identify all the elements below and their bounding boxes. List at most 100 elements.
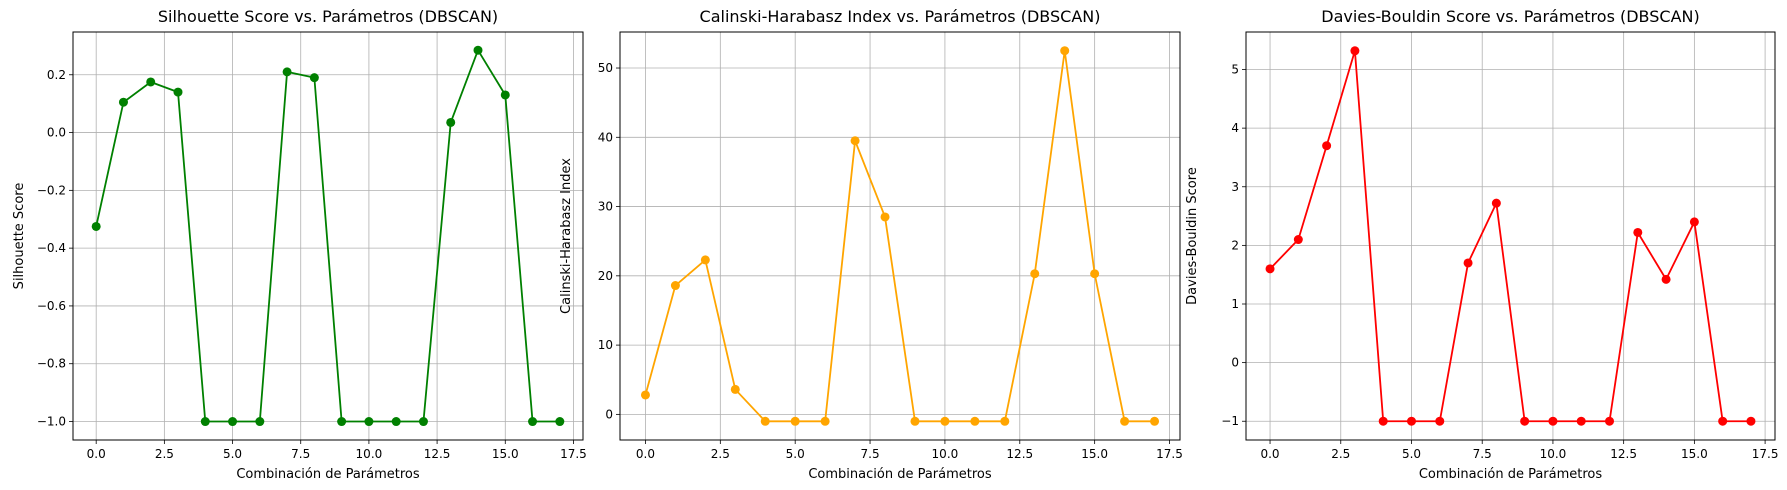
y-tick-label: 20	[598, 269, 613, 283]
y-tick-label: 3	[1231, 180, 1239, 194]
data-point	[337, 417, 347, 427]
x-tick-label: 0.0	[636, 447, 655, 461]
chart-2: 0.0 2.5 5.0 7.5 10.0 12.5 15.0 17.5 0 10 20 30 40 50 C…	[559, 7, 1183, 482]
data-point	[1718, 416, 1728, 426]
chart-title: Calinski-Harabasz Index vs. Parámetros (…	[700, 7, 1101, 26]
data-point	[1293, 235, 1303, 245]
axes-frame	[1245, 31, 1776, 441]
chart-title: Davies-Bouldin Score vs. Parámetros (DBS…	[1321, 7, 1699, 26]
y-tick-label: 50	[598, 61, 613, 75]
y-tick-label: 10	[598, 338, 613, 352]
y-tick-label: 5	[1231, 63, 1239, 77]
data-point	[364, 417, 374, 427]
y-tick-label: 4	[1231, 121, 1239, 135]
x-tick-label: 5.0	[786, 447, 805, 461]
data-point	[880, 212, 890, 222]
data-point	[670, 281, 680, 291]
axes-frame	[72, 31, 584, 441]
x-tick-label: 15.0	[1681, 447, 1708, 461]
data-point	[1435, 416, 1445, 426]
y-tick-label: −1	[1221, 414, 1239, 428]
data-point	[1520, 416, 1530, 426]
y-tick-label: 30	[598, 200, 613, 214]
y-axis-label: Calinski-Harabasz Index	[559, 158, 574, 314]
data-point	[418, 417, 428, 427]
y-tick-label: −0.8	[37, 357, 66, 371]
data-point	[820, 416, 830, 426]
data-point	[1322, 141, 1332, 151]
x-tick-label: 2.5	[155, 447, 174, 461]
axes-frame	[619, 31, 1181, 441]
data-point	[1378, 416, 1388, 426]
data-point	[528, 417, 538, 427]
data-point	[730, 384, 740, 394]
x-tick-label: 17.5	[1752, 447, 1779, 461]
data-point	[200, 417, 210, 427]
chart-title: Silhouette Score vs. Parámetros (DBSCAN)	[158, 7, 498, 26]
x-tick-label: 10.0	[1540, 447, 1567, 461]
data-point	[500, 90, 510, 100]
x-tick-label: 15.0	[1081, 447, 1108, 461]
data-point	[1265, 264, 1275, 274]
data-point	[1746, 416, 1756, 426]
data-point	[1463, 258, 1473, 268]
data-point	[760, 416, 770, 426]
data-point	[1060, 46, 1070, 56]
data-point	[391, 417, 401, 427]
data-point	[1576, 416, 1586, 426]
data-point	[1000, 416, 1010, 426]
x-tick-label: 0.0	[87, 447, 106, 461]
y-tick-label: 40	[598, 130, 613, 144]
data-point	[790, 416, 800, 426]
x-tick-label: 12.5	[1006, 447, 1033, 461]
data-point	[91, 221, 101, 231]
data-point	[1350, 46, 1360, 56]
x-tick-label: 7.5	[291, 447, 310, 461]
x-tick-label: 5.0	[223, 447, 242, 461]
y-tick-label: −1.0	[37, 415, 66, 429]
data-point	[228, 417, 238, 427]
y-tick-label: 2	[1231, 238, 1239, 252]
x-axis-label: Combinación de Parámetros	[1419, 467, 1603, 482]
y-tick-label: 0.2	[47, 68, 66, 82]
x-tick-label: 0.0	[1260, 447, 1279, 461]
data-point	[1548, 416, 1558, 426]
data-point	[1491, 198, 1501, 208]
data-point	[700, 255, 710, 265]
x-tick-label: 12.5	[424, 447, 451, 461]
data-point	[309, 73, 319, 83]
y-tick-label: 0	[605, 407, 613, 421]
series-line	[95, 49, 560, 423]
y-tick-label: −0.4	[37, 241, 66, 255]
data-point	[1689, 217, 1699, 227]
data-point	[1090, 269, 1100, 279]
data-point	[1633, 227, 1643, 237]
x-tick-label: 2.5	[711, 447, 730, 461]
x-axis-label: Combinación de Parámetros	[808, 467, 992, 482]
data-point	[146, 77, 156, 87]
x-tick-label: 10.0	[932, 447, 959, 461]
x-tick-label: 17.5	[1156, 447, 1183, 461]
y-tick-label: −0.6	[37, 299, 66, 313]
y-axis-label: Davies-Bouldin Score	[1185, 167, 1200, 305]
x-tick-label: 7.5	[1473, 447, 1492, 461]
y-tick-label: −0.2	[37, 183, 66, 197]
chart-3: 0.0 2.5 5.0 7.5 10.0 12.5 15.0 17.5 −1 0 1 2 3 4 5 Davi…	[1185, 7, 1778, 482]
data-point	[640, 390, 650, 400]
y-tick-label: 0	[1231, 356, 1239, 370]
data-point	[1406, 416, 1416, 426]
data-point	[1030, 269, 1040, 279]
data-point	[1605, 416, 1615, 426]
data-point	[1661, 274, 1671, 284]
x-tick-label: 7.5	[861, 447, 880, 461]
data-point	[1120, 416, 1130, 426]
data-point	[940, 416, 950, 426]
data-point	[555, 417, 565, 427]
x-tick-label: 12.5	[1610, 447, 1637, 461]
data-point	[910, 416, 920, 426]
x-tick-label: 15.0	[492, 447, 519, 461]
data-point	[1150, 416, 1160, 426]
data-point	[282, 67, 292, 77]
x-axis-label: Combinación de Parámetros	[236, 467, 420, 482]
